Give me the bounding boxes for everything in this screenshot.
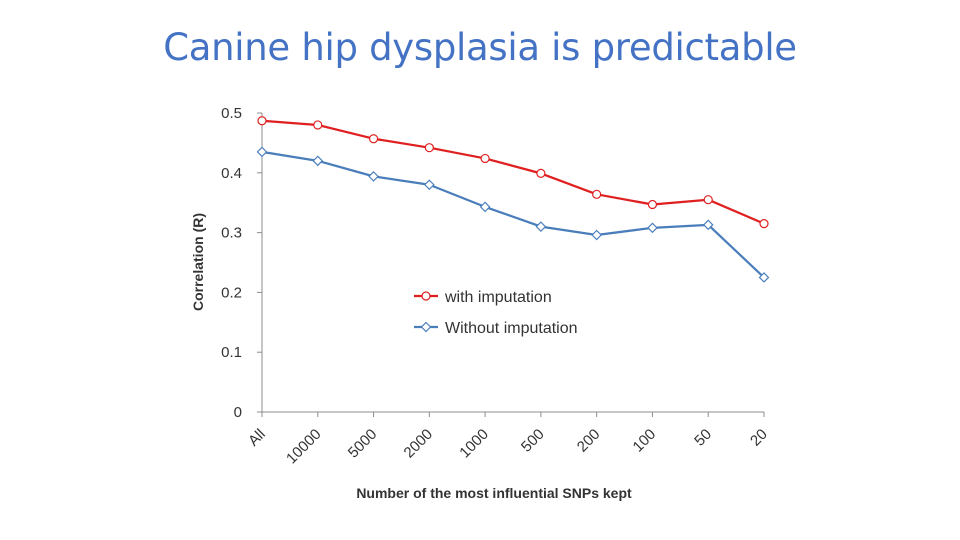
y-axis-title: Correlation (R)	[190, 213, 206, 311]
chart-axes	[261, 113, 764, 413]
legend-item: Without imputation	[414, 320, 578, 337]
data-point	[703, 195, 713, 205]
data-point	[591, 229, 603, 241]
x-axis-title: Number of the most influential SNPs kept	[356, 485, 632, 501]
series-line	[261, 150, 765, 279]
x-tick-label: 100	[630, 426, 660, 456]
x-tick-label: 200	[574, 426, 604, 456]
y-tick-label: 0.5	[221, 105, 242, 122]
data-point	[592, 189, 602, 199]
data-point	[313, 120, 323, 130]
data-point	[368, 134, 379, 144]
legend-label: Without imputation	[445, 320, 578, 337]
legend-label: with imputation	[444, 289, 552, 306]
y-tick-label: 0.1	[221, 344, 242, 361]
y-tick-group: 0 0.1 0.2 0.3 0.4 0.5	[221, 105, 262, 421]
x-tick-label: 5000	[345, 426, 381, 462]
data-point	[424, 143, 434, 153]
y-tick-label: 0.3	[221, 225, 242, 242]
data-point	[312, 155, 324, 167]
x-tick-label: All	[245, 426, 269, 450]
series-1	[257, 116, 769, 229]
legend-marker	[420, 321, 432, 333]
x-tick-label: 1000	[456, 426, 492, 462]
x-tick-group: All 10000 5000 2000 1000 500 200 100 50 20	[245, 412, 771, 467]
x-tick-label: 2000	[401, 426, 437, 462]
data-point	[423, 179, 435, 191]
x-tick-label: 20	[747, 426, 771, 450]
x-tick-label: 500	[518, 426, 548, 456]
series-group	[256, 116, 770, 283]
series-line	[261, 119, 765, 225]
data-point	[257, 116, 267, 126]
data-point	[536, 168, 546, 178]
series-2	[256, 146, 770, 283]
x-tick-label: 50	[691, 426, 715, 450]
page-title: Canine hip dysplasia is predictable	[163, 26, 797, 69]
data-point	[535, 221, 547, 232]
data-point	[759, 219, 769, 229]
x-tick-label: 10000	[283, 426, 325, 468]
legend-marker	[421, 291, 431, 301]
data-point	[480, 153, 490, 164]
data-point	[647, 222, 658, 234]
legend-item: with imputation	[414, 289, 552, 306]
chart-legend: with imputation Without imputation	[414, 289, 578, 337]
y-tick-label: 0.2	[221, 284, 242, 301]
data-point	[479, 201, 491, 213]
data-point	[368, 171, 379, 182]
data-point	[758, 272, 770, 283]
data-point	[702, 219, 714, 231]
data-point	[256, 146, 268, 158]
data-point	[647, 199, 658, 210]
y-tick-label: 0.4	[221, 165, 242, 182]
y-tick-label: 0	[234, 404, 242, 421]
